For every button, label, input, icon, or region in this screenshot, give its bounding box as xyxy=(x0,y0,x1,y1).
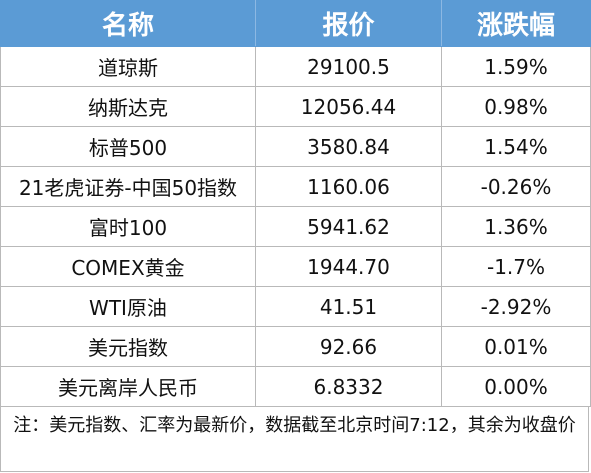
cell-name: 标普500 xyxy=(0,126,256,167)
cell-price: 1944.70 xyxy=(255,246,442,287)
cell-change: -2.92% xyxy=(441,286,591,327)
footnote: 注：美元指数、汇率为最新价，数据截至北京时间7:12，其余为收盘价 xyxy=(0,406,589,472)
cell-price: 41.51 xyxy=(255,286,442,327)
cell-change: 1.59% xyxy=(441,46,591,87)
cell-price: 29100.5 xyxy=(255,46,442,87)
cell-price: 92.66 xyxy=(255,326,442,367)
cell-name: 21老虎证券-中国50指数 xyxy=(0,166,256,207)
table-row: 标普500 3580.84 1.54% xyxy=(0,126,591,167)
cell-change: 1.54% xyxy=(441,126,591,167)
table-row: WTI原油 41.51 -2.92% xyxy=(0,286,591,327)
header-change: 涨跌幅 xyxy=(441,0,591,47)
cell-change: 0.98% xyxy=(441,86,591,127)
cell-change: -1.7% xyxy=(441,246,591,287)
table-row: 纳斯达克 12056.44 0.98% xyxy=(0,86,591,127)
cell-price: 5941.62 xyxy=(255,206,442,247)
header-row: 名称 报价 涨跌幅 xyxy=(0,0,591,47)
cell-name: 美元离岸人民币 xyxy=(0,366,256,407)
table-row: 21老虎证券-中国50指数 1160.06 -0.26% xyxy=(0,166,591,207)
cell-name: 美元指数 xyxy=(0,326,256,367)
cell-change: -0.26% xyxy=(441,166,591,207)
cell-name: 富时100 xyxy=(0,206,256,247)
table-header: 名称 报价 涨跌幅 xyxy=(0,0,591,47)
header-price: 报价 xyxy=(255,0,442,47)
cell-price: 3580.84 xyxy=(255,126,442,167)
cell-name: 道琼斯 xyxy=(0,46,256,87)
table-row: 道琼斯 29100.5 1.59% xyxy=(0,46,591,87)
table-row: 美元指数 92.66 0.01% xyxy=(0,326,591,367)
table-body: 道琼斯 29100.5 1.59% 纳斯达克 12056.44 0.98% 标普… xyxy=(0,46,591,407)
cell-price: 12056.44 xyxy=(255,86,442,127)
cell-name: 纳斯达克 xyxy=(0,86,256,127)
cell-change: 0.00% xyxy=(441,366,591,407)
cell-change: 1.36% xyxy=(441,206,591,247)
cell-change: 0.01% xyxy=(441,326,591,367)
header-name: 名称 xyxy=(0,0,256,47)
cell-name: COMEX黄金 xyxy=(0,246,256,287)
cell-name: WTI原油 xyxy=(0,286,256,327)
table-row: COMEX黄金 1944.70 -1.7% xyxy=(0,246,591,287)
table-row: 富时100 5941.62 1.36% xyxy=(0,206,591,247)
cell-price: 6.8332 xyxy=(255,366,442,407)
table-row: 美元离岸人民币 6.8332 0.00% xyxy=(0,366,591,407)
market-quotes-table: 名称 报价 涨跌幅 道琼斯 29100.5 1.59% 纳斯达克 12056.4… xyxy=(0,0,591,407)
cell-price: 1160.06 xyxy=(255,166,442,207)
